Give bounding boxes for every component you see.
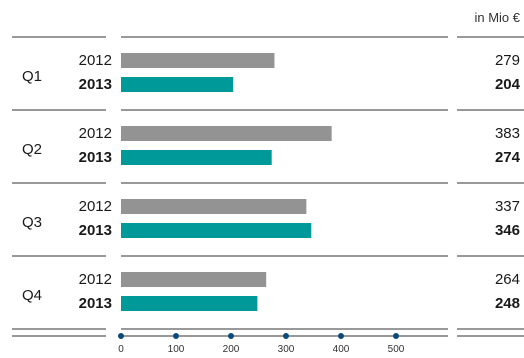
x-tick-dot <box>173 333 179 339</box>
x-tick-dot <box>338 333 344 339</box>
data-label: 248 <box>495 295 520 312</box>
bar <box>121 296 258 311</box>
x-tick-label: 200 <box>223 344 240 355</box>
category-label: Q3 <box>22 214 42 231</box>
unit-label: in Mio € <box>474 10 520 25</box>
data-label: 279 <box>495 52 520 69</box>
data-label: 346 <box>495 222 520 239</box>
x-tick-label: 0 <box>118 344 124 355</box>
x-tick-dot <box>393 333 399 339</box>
x-tick-dot <box>283 333 289 339</box>
bar <box>121 223 312 238</box>
bar <box>121 126 332 141</box>
series-label: 2012 <box>79 271 112 288</box>
data-label: 383 <box>495 125 520 142</box>
series-label: 2013 <box>79 76 112 93</box>
bar <box>121 53 275 68</box>
series-label: 2012 <box>79 125 112 142</box>
series-label: 2013 <box>79 222 112 239</box>
bar <box>121 199 307 214</box>
data-label: 264 <box>495 271 520 288</box>
x-tick-label: 300 <box>278 344 295 355</box>
data-label: 204 <box>495 76 521 93</box>
series-label: 2013 <box>79 149 112 166</box>
bar <box>121 77 234 92</box>
category-label: Q4 <box>22 287 42 304</box>
series-label: 2012 <box>79 198 112 215</box>
category-label: Q1 <box>22 68 42 85</box>
data-label: 337 <box>495 198 520 215</box>
bar <box>121 272 267 287</box>
series-label: 2012 <box>79 52 112 69</box>
x-tick-label: 100 <box>168 344 185 355</box>
series-label: 2013 <box>79 295 112 312</box>
x-tick-dot <box>118 333 124 339</box>
bar <box>121 150 272 165</box>
data-label: 274 <box>495 149 521 166</box>
category-label: Q2 <box>22 141 42 158</box>
x-tick-dot <box>228 333 234 339</box>
x-tick-label: 500 <box>388 344 405 355</box>
x-tick-label: 400 <box>333 344 350 355</box>
